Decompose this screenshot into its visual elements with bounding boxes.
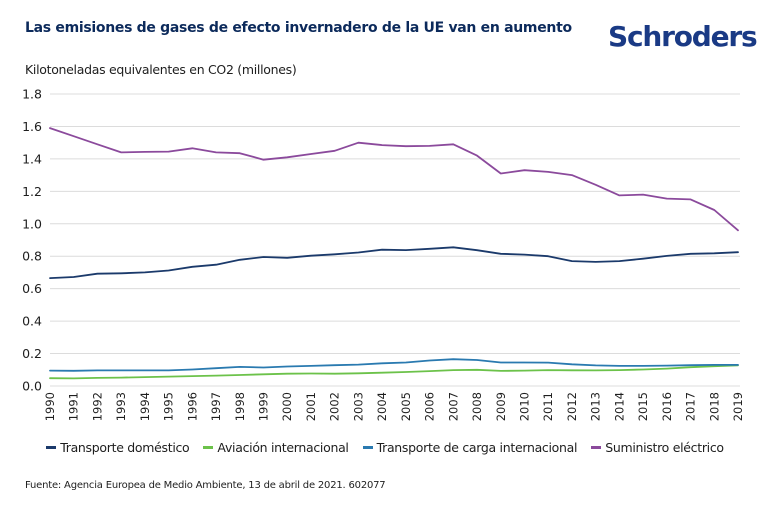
x-tick-label: 2013 (589, 392, 603, 421)
series-line-0 (49, 246, 739, 280)
legend-swatch (203, 446, 214, 449)
y-tick-label: 0.6 (22, 281, 42, 296)
y-tick-label: 0.0 (22, 379, 42, 394)
chart-title: Las emisiones de gases de efecto inverna… (25, 20, 572, 36)
x-tick-label: 1994 (138, 392, 152, 421)
x-tick-label: 2009 (494, 392, 508, 421)
x-tick-label: 1992 (90, 392, 104, 421)
y-tick-label: 0.2 (22, 346, 42, 361)
x-tick-label: 1993 (114, 392, 128, 421)
x-tick-label: 2012 (565, 392, 579, 421)
series-line-2 (49, 358, 739, 372)
source-note: Fuente: Agencia Europea de Medio Ambient… (25, 480, 386, 491)
x-tick-label: 1990 (43, 392, 57, 421)
x-tick-label: 2010 (517, 392, 531, 421)
x-tick-labels: 1990 1991 1992 1993 1994 1995 1996 1997 1998 1999… (43, 392, 745, 421)
x-tick-label: 2015 (636, 392, 650, 421)
legend-label: Transporte doméstico (60, 440, 190, 455)
x-tick-label: 1996 (185, 392, 199, 421)
x-tick-label: 1991 (67, 392, 81, 421)
legend-label: Suministro eléctrico (605, 440, 724, 455)
x-tick-label: 2018 (707, 392, 721, 421)
x-tick-label: 2017 (684, 392, 698, 421)
legend-item-suministro-electrico: Suministro eléctrico (591, 440, 724, 455)
series-lines (49, 127, 739, 380)
legend-swatch (46, 446, 57, 449)
y-tick-label: 1.6 (22, 119, 42, 134)
line-chart: 0.00.20.40.60.81.01.21.41.61.8 1990 1991 1… (22, 87, 745, 422)
x-tick-label: 2004 (375, 392, 389, 421)
legend-swatch (362, 446, 373, 449)
y-tick-labels: 0.0 0.2 0.4 0.6 0.8 1.0 1.2 1.4 1.6 1.8 (22, 87, 42, 394)
x-tick-label: 2003 (351, 392, 365, 421)
x-tick-label: 2019 (731, 392, 745, 421)
x-tick-label: 2006 (423, 392, 437, 421)
x-tick-label: 2016 (660, 392, 674, 421)
x-tick-label: 2008 (470, 392, 484, 421)
x-tick-label: 1998 (233, 392, 247, 421)
legend-item-transporte-carga-internacional: Transporte de carga internacional (362, 440, 578, 455)
x-tick-label: 1997 (209, 392, 223, 421)
legend-item-aviacion-internacional: Aviación internacional (203, 440, 349, 455)
y-tick-label: 1.0 (22, 216, 42, 231)
x-tick-label: 2005 (399, 392, 413, 421)
legend-swatch (591, 446, 602, 449)
legend-label: Transporte de carga internacional (376, 440, 578, 455)
y-tick-label: 1.8 (22, 87, 42, 102)
x-tick-label: 2000 (280, 392, 294, 421)
y-tick-label: 0.8 (22, 249, 42, 264)
x-tick-label: 2002 (328, 392, 342, 421)
schroders-logo: Schroders (608, 20, 758, 53)
legend: Transporte doméstico Aviación internacio… (0, 440, 770, 455)
legend-item-transporte-domestico: Transporte doméstico (46, 440, 190, 455)
x-tick-label: 1999 (257, 392, 271, 421)
series-line-1 (49, 364, 739, 380)
x-tick-label: 2011 (541, 392, 555, 421)
x-tick-label: 2007 (446, 392, 460, 421)
x-tick-label: 2001 (304, 392, 318, 421)
x-tick-label: 2014 (612, 392, 626, 421)
y-tick-label: 1.4 (22, 151, 42, 166)
legend-label: Aviación internacional (217, 440, 349, 455)
y-axis-label: Kilotoneladas equivalentes en CO2 (millo… (25, 62, 297, 77)
gridlines (50, 93, 740, 387)
y-tick-label: 0.4 (22, 314, 42, 329)
y-tick-label: 1.2 (22, 184, 42, 199)
x-tick-label: 1995 (162, 392, 176, 421)
series-line-3 (49, 127, 739, 232)
